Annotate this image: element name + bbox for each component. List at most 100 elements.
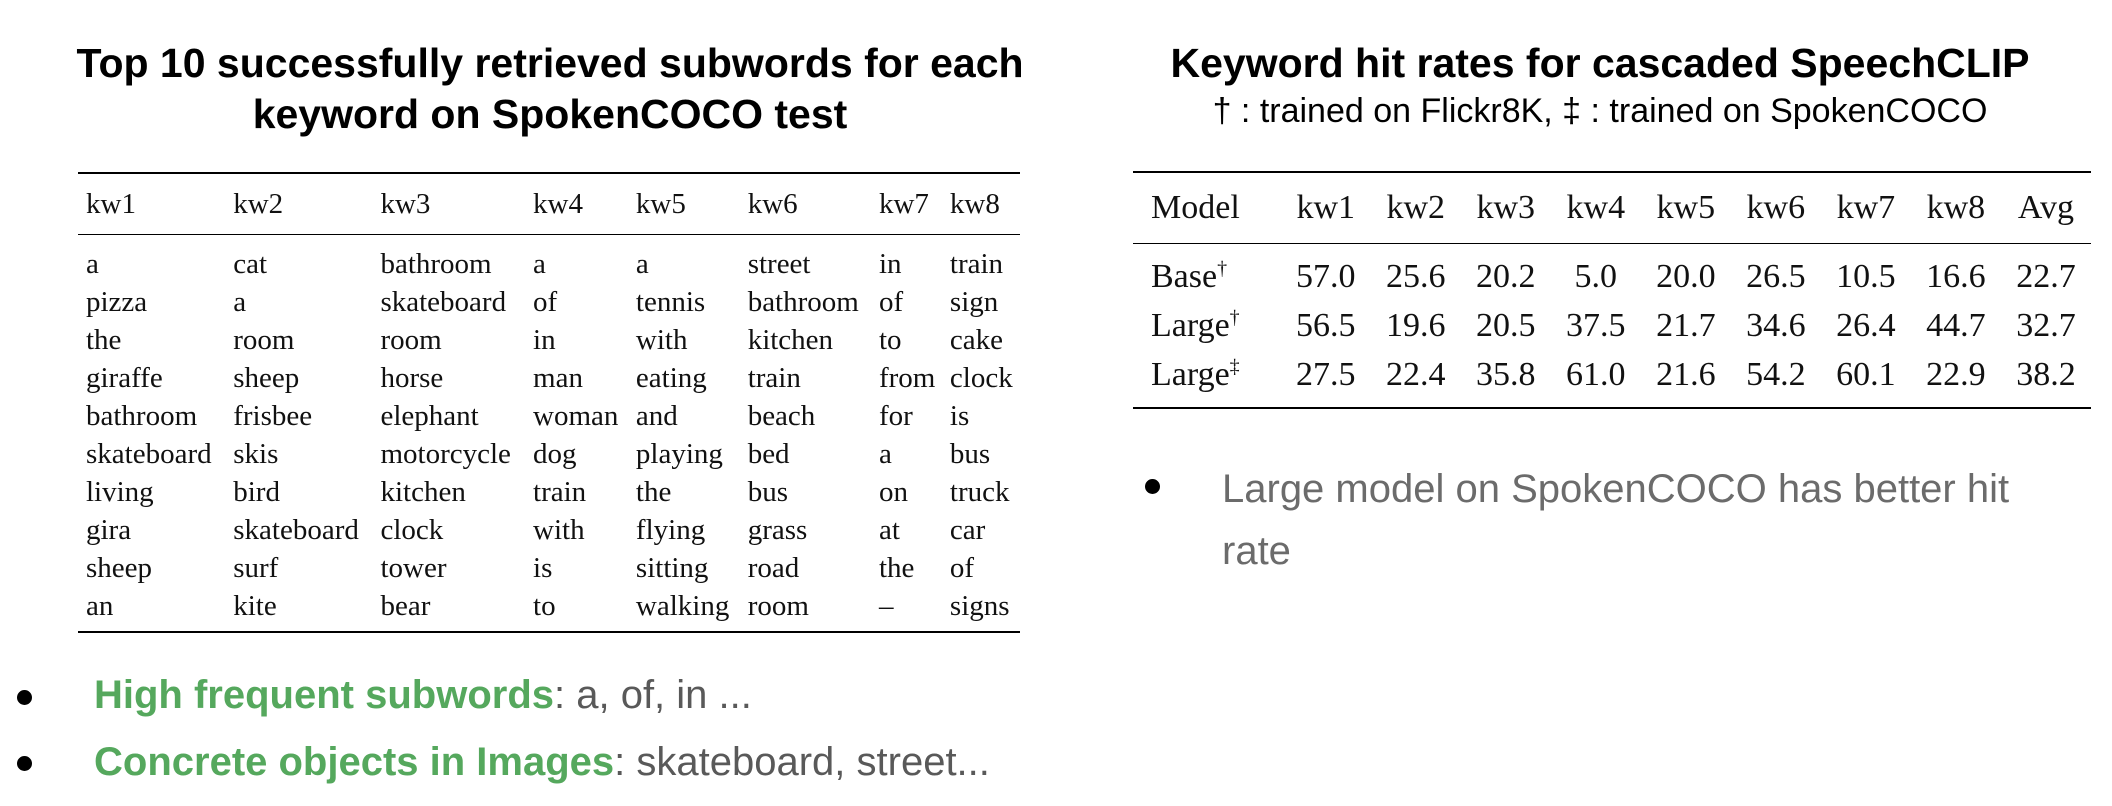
column-header: kw2	[1370, 172, 1461, 244]
value-cell: 19.6	[1386, 307, 1446, 344]
left-title-line-2: keyword on SpokenCOCO test	[252, 91, 848, 137]
model-cell: Large†	[1133, 301, 1281, 350]
model-cell: Large‡	[1133, 350, 1281, 408]
table-row: an kite bear to walking room – signs	[78, 587, 1020, 632]
table-cell: signs	[949, 590, 1010, 622]
table-cell: skateboard	[86, 438, 212, 470]
table-cell: sheep	[86, 552, 153, 584]
bullet-highlight: High frequent subwords	[94, 673, 554, 717]
model-name: Large	[1151, 307, 1230, 344]
column-header: kw6	[1730, 172, 1821, 244]
table-cell: cake	[949, 324, 1004, 356]
value-cell: 37.5	[1566, 307, 1626, 344]
table-cell: sitting	[635, 552, 709, 584]
value-cell: 27.5	[1296, 356, 1356, 393]
table-cell: a	[635, 248, 649, 280]
table-cell: eating	[635, 362, 707, 394]
table-cell: train	[533, 476, 587, 508]
hit-rate-table: Model kw1 kw2 kw3 kw4 kw5 kw6 kw7 kw8 Avg Base† 57…	[1133, 171, 2091, 409]
table-row: pizza a skateboard of tennis bathroom of sign	[78, 283, 1020, 321]
left-title: Top 10 successfully retrieved subwords f…	[30, 38, 1070, 140]
table-row: a cat bathroom a a street in train	[78, 235, 1020, 284]
table-cell: is	[949, 400, 970, 432]
table-cell: cat	[233, 248, 268, 280]
table-cell: of	[949, 552, 975, 584]
table-row: living bird kitchen train the bus on truck	[78, 473, 1020, 511]
value-cell: 22.9	[1926, 356, 1986, 393]
left-title-line-1: Top 10 successfully retrieved subwords f…	[76, 40, 1024, 86]
table-cell: flying	[635, 514, 706, 546]
table-cell: man	[533, 362, 583, 394]
table-cell: skateboard	[233, 514, 359, 546]
value-cell: 20.5	[1476, 307, 1536, 344]
column-header: kw2	[225, 173, 373, 235]
table-cell: clock	[380, 514, 444, 546]
value-cell: 10.5	[1836, 258, 1896, 295]
value-cell: 21.7	[1656, 307, 1716, 344]
table-cell: bathroom	[380, 248, 492, 280]
value-cell: 16.6	[1926, 258, 1986, 295]
bullet-large-model: Large model on SpokenCOCO has better hit…	[1222, 467, 2010, 573]
table-cell: of	[878, 286, 904, 318]
table-cell: kitchen	[380, 476, 466, 508]
column-header: kw3	[1460, 172, 1551, 244]
table-cell: a	[878, 438, 892, 470]
column-header: kw1	[78, 173, 226, 235]
value-cell: 56.5	[1296, 307, 1356, 344]
hit-rate-table-header: Model kw1 kw2 kw3 kw4 kw5 kw6 kw7 kw8 Avg	[1133, 172, 2091, 244]
table-cell: bus	[747, 476, 788, 508]
table-cell: of	[533, 286, 558, 318]
column-header: Model	[1133, 172, 1281, 244]
table-cell: kite	[233, 590, 277, 622]
table-cell: pizza	[86, 286, 148, 318]
value-cell: 60.1	[1836, 356, 1896, 393]
table-cell: on	[878, 476, 908, 508]
table-cell: woman	[533, 400, 619, 432]
value-cell: 20.0	[1656, 258, 1716, 295]
table-row: giraffe sheep horse man eating train from clock	[78, 359, 1020, 397]
table-cell: room	[747, 590, 809, 622]
table-cell: street	[747, 248, 811, 280]
value-cell: 38.2	[2016, 356, 2076, 393]
value-cell: 26.4	[1836, 307, 1896, 344]
table-cell: in	[878, 248, 902, 280]
table-cell: frisbee	[233, 400, 313, 432]
value-cell: 5.0	[1574, 258, 1618, 295]
table-cell: grass	[747, 514, 808, 546]
table-cell: road	[747, 552, 800, 584]
table-cell: motorcycle	[380, 438, 511, 470]
value-cell: 26.5	[1746, 258, 1806, 295]
table-cell: with	[533, 514, 585, 546]
value-cell: 61.0	[1566, 356, 1626, 393]
table-row: gira skateboard clock with flying grass at car	[78, 511, 1020, 549]
value-cell: 20.2	[1476, 258, 1536, 295]
bullet-text: : a, of, in ...	[554, 673, 752, 717]
table-cell: a	[233, 286, 247, 318]
table-cell: beach	[747, 400, 816, 432]
table-cell: bed	[747, 438, 790, 470]
table-cell: bird	[233, 476, 280, 508]
hit-rate-table-body: Base† 57.0 25.6 20.2 5.0 20.0 26.5 10.5 16.6 22.7…	[1133, 244, 2091, 409]
table-row: Large† 56.5 19.6 20.5 37.5 21.7 34.6 26.4 44.7 32…	[1133, 301, 2091, 350]
value-cell: 54.2	[1746, 356, 1806, 393]
table-cell: with	[635, 324, 688, 356]
table-cell: from	[878, 362, 936, 394]
table-cell: room	[233, 324, 295, 356]
table-cell: the	[635, 476, 672, 508]
column-header: kw8	[1910, 172, 2001, 244]
table-cell: tennis	[635, 286, 706, 318]
value-cell: 21.6	[1656, 356, 1716, 393]
table-cell: the	[878, 552, 915, 584]
model-mark: †	[1229, 306, 1240, 329]
column-header: kw4	[1550, 172, 1641, 244]
column-header: kw5	[1640, 172, 1731, 244]
table-cell: the	[86, 324, 122, 356]
bullet-text: : skateboard, street...	[614, 740, 990, 784]
table-cell: an	[86, 590, 114, 622]
table-cell: tower	[380, 552, 447, 584]
table-cell: a	[86, 248, 99, 280]
column-header: kw3	[372, 173, 526, 235]
table-row: bathroom frisbee elephant woman and beach for i…	[78, 397, 1020, 435]
table-cell: giraffe	[86, 362, 163, 394]
value-cell: 44.7	[1926, 307, 1986, 344]
